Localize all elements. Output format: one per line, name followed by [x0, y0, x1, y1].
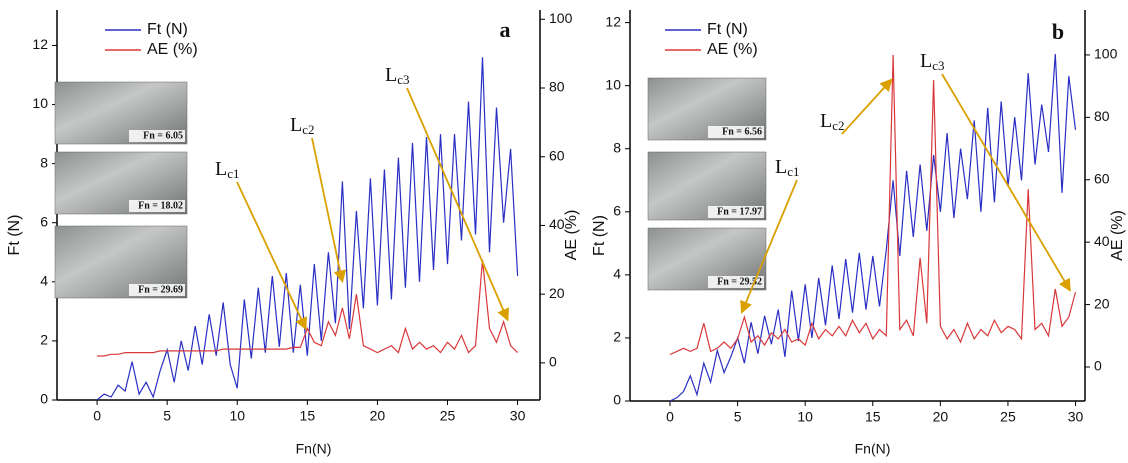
- y-tick-label: 6: [40, 213, 48, 229]
- y2-axis-label: AE (%): [563, 210, 580, 261]
- legend-label: AE (%): [147, 41, 198, 58]
- x-axis-label: Fn(N): [855, 441, 891, 457]
- annotation-arrow: [406, 87, 510, 322]
- y2-tick-label: 20: [1094, 295, 1110, 311]
- annotation-arrow: [740, 179, 798, 314]
- y-tick-label: 10: [32, 95, 48, 111]
- annotation-subscript: c3: [932, 58, 944, 73]
- y2-tick-label: 20: [549, 285, 565, 301]
- y-tick-label: 2: [40, 332, 48, 348]
- annotation-text: L: [215, 158, 227, 180]
- series-line: [96, 57, 519, 401]
- panel-label: a: [500, 17, 511, 42]
- y2-tick-label: 60: [549, 147, 565, 163]
- x-tick-label: 5: [163, 408, 171, 424]
- annotation-subscript: c1: [787, 164, 799, 179]
- x-tick-label: 15: [300, 408, 316, 424]
- y-tick-label: 4: [613, 266, 621, 282]
- inset-label-bg: [708, 206, 764, 218]
- annotation-subscript: c3: [397, 72, 409, 87]
- y2-tick-label: 60: [1094, 170, 1110, 186]
- series-line: [669, 54, 1077, 356]
- x-tick-label: 25: [440, 408, 456, 424]
- y2-axis-label: AE (%): [1109, 210, 1126, 261]
- y2-tick-label: 80: [549, 79, 565, 95]
- inset-label-bg: [708, 276, 764, 288]
- annotation-label: Lc1: [775, 156, 800, 179]
- annotation-arrow: [941, 73, 1071, 292]
- annotation-label: Lc2: [820, 110, 845, 133]
- y2-tick-label: 100: [549, 10, 573, 26]
- y2-tick-label: 40: [1094, 233, 1110, 249]
- inset-label: Fn = 29.52: [717, 276, 762, 287]
- y-tick-label: 8: [613, 139, 621, 155]
- y-tick-label: 4: [40, 273, 48, 289]
- y2-tick-label: 40: [549, 216, 565, 232]
- annotation-subscript: c1: [227, 166, 239, 181]
- y-tick-label: 0: [613, 392, 621, 408]
- x-tick-label: 0: [93, 408, 101, 424]
- annotation-arrow: [841, 78, 893, 135]
- inset-label: Fn = 17.97: [717, 206, 762, 217]
- annotation-text: L: [920, 50, 932, 72]
- inset-label-bg: [129, 284, 185, 296]
- annotation-label: Lc2: [290, 114, 315, 137]
- y-axis-label: Ft (N): [6, 215, 23, 256]
- x-tick-label: 30: [510, 408, 526, 424]
- legend-label: Ft (N): [147, 21, 188, 38]
- annotation-subscript: c2: [302, 122, 314, 137]
- y2-tick-label: 0: [1094, 358, 1102, 374]
- x-tick-label: 10: [229, 408, 245, 424]
- x-axis-label: Fn(N): [296, 441, 332, 457]
- y-tick-label: 6: [613, 203, 621, 219]
- inset-label-bg: [129, 130, 185, 142]
- x-tick-label: 30: [1068, 409, 1084, 425]
- y-tick-label: 8: [40, 154, 48, 170]
- inset-label: Fn = 6.05: [143, 130, 183, 141]
- y2-tick-label: 80: [1094, 108, 1110, 124]
- panel-label: b: [1052, 19, 1064, 44]
- series-line: [97, 259, 519, 357]
- x-tick-label: 0: [666, 409, 674, 425]
- annotation-text: L: [385, 64, 397, 86]
- x-tick-label: 5: [734, 409, 742, 425]
- y2-tick-label: 100: [1094, 46, 1118, 62]
- annotation-arrow: [236, 181, 307, 331]
- annotation-text: L: [820, 110, 832, 132]
- y-tick-label: 0: [40, 391, 48, 407]
- annotation-arrow: [311, 137, 347, 284]
- annotation-text: L: [775, 156, 787, 178]
- y-tick-label: 2: [613, 329, 621, 345]
- annotation-label: Lc1: [215, 158, 240, 181]
- y-tick-label: 12: [605, 13, 621, 29]
- annotation-subscript: c2: [832, 118, 844, 133]
- annotation-label: Lc3: [920, 50, 945, 73]
- annotation-label: Lc3: [385, 64, 410, 87]
- inset-label-bg: [708, 126, 764, 138]
- x-tick-label: 20: [933, 409, 949, 425]
- y-tick-label: 12: [32, 36, 48, 52]
- x-tick-label: 10: [797, 409, 813, 425]
- inset-label: Fn = 6.56: [722, 126, 762, 137]
- y2-tick-label: 0: [549, 354, 557, 370]
- inset-label-bg: [129, 200, 185, 212]
- inset-label: Fn = 18.02: [138, 200, 183, 211]
- annotation-text: L: [290, 114, 302, 136]
- y-tick-label: 10: [605, 76, 621, 92]
- legend-label: AE (%): [707, 41, 758, 58]
- inset-label: Fn = 29.69: [138, 284, 183, 295]
- y-axis-label: Ft (N): [591, 215, 608, 256]
- legend-label: Ft (N): [707, 21, 748, 38]
- x-tick-label: 20: [370, 408, 386, 424]
- x-tick-label: 25: [1000, 409, 1016, 425]
- x-tick-label: 15: [865, 409, 881, 425]
